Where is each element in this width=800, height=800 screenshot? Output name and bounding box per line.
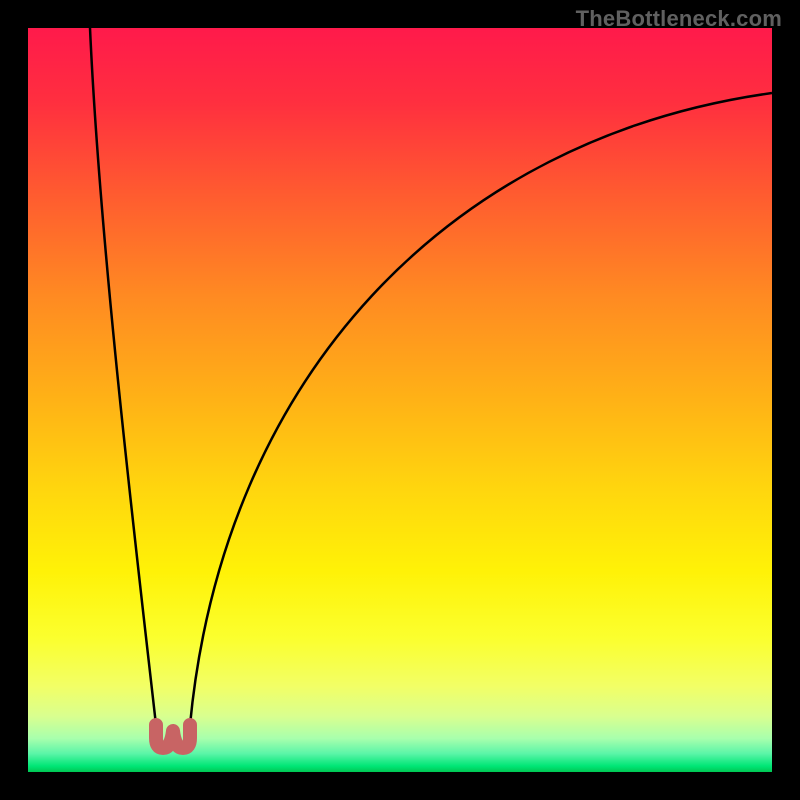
notch-marker bbox=[156, 725, 190, 748]
chart-frame: TheBottleneck.com bbox=[0, 0, 800, 800]
chart-svg bbox=[28, 28, 772, 772]
chart-plot-area bbox=[28, 28, 772, 772]
gradient-background bbox=[28, 28, 772, 772]
